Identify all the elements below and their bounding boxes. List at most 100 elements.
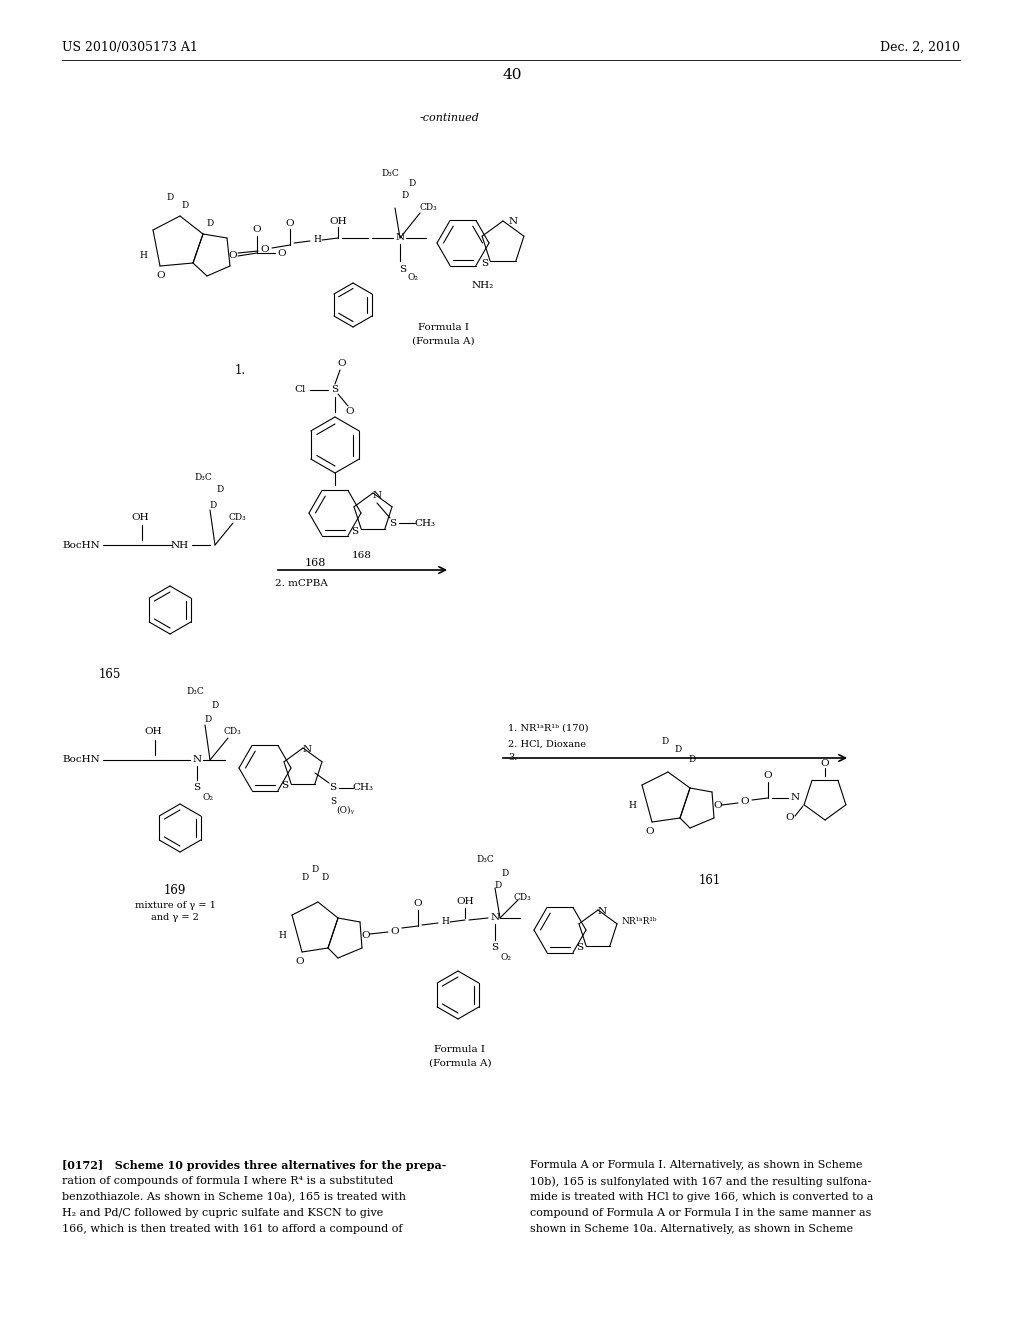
Text: S: S xyxy=(481,259,488,268)
Text: US 2010/0305173 A1: US 2010/0305173 A1 xyxy=(62,41,198,54)
Text: O: O xyxy=(414,899,422,908)
Text: N: N xyxy=(490,913,500,923)
Text: N: N xyxy=(373,491,382,499)
Text: O: O xyxy=(361,931,371,940)
Text: S: S xyxy=(389,519,396,528)
Text: O: O xyxy=(346,408,354,417)
Text: shown in Scheme 10a. Alternatively, as shown in Scheme: shown in Scheme 10a. Alternatively, as s… xyxy=(530,1224,853,1234)
Text: 2. mCPBA: 2. mCPBA xyxy=(275,579,328,589)
Text: O: O xyxy=(261,244,269,253)
Text: O: O xyxy=(391,927,399,936)
Text: D₃C: D₃C xyxy=(195,473,212,482)
Text: and γ = 2: and γ = 2 xyxy=(152,913,199,923)
Text: O: O xyxy=(228,252,238,260)
Text: S: S xyxy=(282,781,289,791)
Text: O: O xyxy=(253,226,261,235)
Text: 166, which is then treated with 161 to afford a compound of: 166, which is then treated with 161 to a… xyxy=(62,1224,402,1234)
Text: D₃C: D₃C xyxy=(381,169,399,177)
Text: D: D xyxy=(662,738,669,747)
Text: O: O xyxy=(820,759,829,767)
Text: D: D xyxy=(675,746,682,755)
Text: 10b), 165 is sulfonylated with 167 and the resulting sulfona-: 10b), 165 is sulfonylated with 167 and t… xyxy=(530,1176,871,1187)
Text: D: D xyxy=(211,701,219,710)
Text: CD₃: CD₃ xyxy=(419,203,437,213)
Text: H₂ and Pd/C followed by cupric sulfate and KSCN to give: H₂ and Pd/C followed by cupric sulfate a… xyxy=(62,1208,383,1218)
Text: BocHN: BocHN xyxy=(62,755,99,764)
Text: 1. NR¹ᵃR¹ᵇ (170): 1. NR¹ᵃR¹ᵇ (170) xyxy=(508,723,589,733)
Text: OH: OH xyxy=(131,512,148,521)
Text: H: H xyxy=(139,252,146,260)
Text: CH₃: CH₃ xyxy=(352,784,374,792)
Text: D: D xyxy=(207,219,214,228)
Text: BocHN: BocHN xyxy=(62,540,99,549)
Text: S: S xyxy=(332,385,339,395)
Text: O: O xyxy=(157,272,165,281)
Text: S: S xyxy=(492,944,499,953)
Text: benzothiazole. As shown in Scheme 10a), 165 is treated with: benzothiazole. As shown in Scheme 10a), … xyxy=(62,1192,406,1203)
Text: CD₃: CD₃ xyxy=(223,727,241,737)
Text: (O)ᵧ: (O)ᵧ xyxy=(336,805,354,814)
Text: H: H xyxy=(441,917,449,927)
Text: O: O xyxy=(646,828,654,837)
Text: S: S xyxy=(399,264,407,273)
Text: NH₂: NH₂ xyxy=(472,281,495,289)
Text: N: N xyxy=(193,755,202,764)
Text: mixture of γ = 1: mixture of γ = 1 xyxy=(134,900,215,909)
Text: 40: 40 xyxy=(502,69,522,82)
Text: D: D xyxy=(401,191,409,201)
Text: S: S xyxy=(351,527,358,536)
Text: 1.: 1. xyxy=(234,363,246,376)
Text: compound of Formula A or Formula I in the same manner as: compound of Formula A or Formula I in th… xyxy=(530,1208,871,1218)
Text: O: O xyxy=(714,800,722,809)
Text: CH₃: CH₃ xyxy=(415,519,435,528)
Text: D: D xyxy=(409,178,416,187)
Text: 168: 168 xyxy=(352,552,372,561)
Text: 2. HCl, Dioxane: 2. HCl, Dioxane xyxy=(508,739,586,748)
Text: S: S xyxy=(577,944,584,953)
Text: CD₃: CD₃ xyxy=(513,894,530,903)
Text: N: N xyxy=(302,746,311,755)
Text: O: O xyxy=(338,359,346,368)
Text: O₂: O₂ xyxy=(203,793,213,803)
Text: D: D xyxy=(216,486,223,495)
Text: D: D xyxy=(209,500,217,510)
Text: O: O xyxy=(286,219,294,227)
Text: 3.: 3. xyxy=(508,754,517,763)
Text: O₂: O₂ xyxy=(501,953,512,962)
Text: 169: 169 xyxy=(164,883,186,896)
Text: CD₃: CD₃ xyxy=(228,512,246,521)
Text: 161: 161 xyxy=(698,874,721,887)
Text: (Formula A): (Formula A) xyxy=(429,1059,492,1068)
Text: NH: NH xyxy=(171,540,189,549)
Text: D: D xyxy=(166,194,174,202)
Text: H: H xyxy=(628,800,636,809)
Text: D: D xyxy=(205,715,212,725)
Text: D₃C: D₃C xyxy=(476,855,494,865)
Text: OH: OH xyxy=(144,727,162,737)
Text: D: D xyxy=(495,882,502,891)
Text: O₂: O₂ xyxy=(408,273,419,282)
Text: N: N xyxy=(395,234,404,243)
Text: N: N xyxy=(791,793,800,803)
Text: D: D xyxy=(311,866,318,874)
Text: 165: 165 xyxy=(98,668,121,681)
Text: D: D xyxy=(322,874,329,883)
Text: O: O xyxy=(296,957,304,966)
Text: D₃C: D₃C xyxy=(186,688,204,697)
Text: Cl: Cl xyxy=(294,385,306,395)
Text: D: D xyxy=(301,874,308,883)
Text: S: S xyxy=(330,797,336,807)
Text: Formula I: Formula I xyxy=(434,1045,485,1055)
Text: H: H xyxy=(279,931,286,940)
Text: [0172]   Scheme 10 provides three alternatives for the prepa-: [0172] Scheme 10 provides three alternat… xyxy=(62,1160,446,1171)
Text: Dec. 2, 2010: Dec. 2, 2010 xyxy=(880,41,961,54)
Text: N: N xyxy=(509,216,517,226)
Text: ration of compounds of formula I where R⁴ is a substituted: ration of compounds of formula I where R… xyxy=(62,1176,393,1185)
Text: mide is treated with HCl to give 166, which is converted to a: mide is treated with HCl to give 166, wh… xyxy=(530,1192,873,1203)
Text: O: O xyxy=(740,797,750,807)
Text: D: D xyxy=(502,869,509,878)
Text: OH: OH xyxy=(329,216,347,226)
Text: D: D xyxy=(181,202,188,210)
Text: NR¹ᵃR¹ᵇ: NR¹ᵃR¹ᵇ xyxy=(622,917,657,927)
Text: Formula A or Formula I. Alternatively, as shown in Scheme: Formula A or Formula I. Alternatively, a… xyxy=(530,1160,862,1170)
